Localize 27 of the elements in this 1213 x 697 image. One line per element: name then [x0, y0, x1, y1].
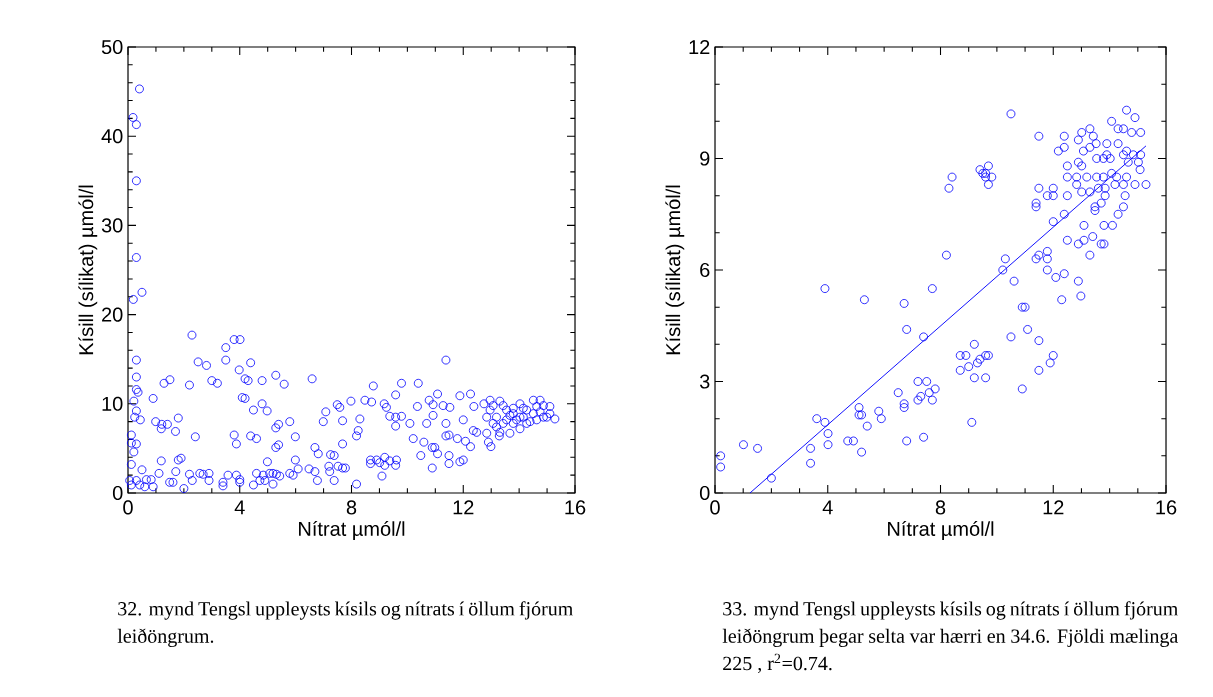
y-tick-label: 0 [699, 485, 710, 501]
y-tick-label: 0 [112, 485, 123, 501]
text: 33. mynd Tengsl uppleysts kísils og nítrats í öllum fjórum leiðöngrum þegar selta var hærri en 34.6. Fjöldi mælinga 225 , r$^{2}$=0.74. [722, 601, 1179, 674]
x-tick-label: 12 [1043, 500, 1064, 515]
y-tick-label: 10 [102, 396, 123, 411]
text: 32. mynd Tengsl uppleysts kísils og nítrats í öllum fjórum leiðöngrum. [117, 601, 573, 647]
y-tick-label: 30 [101, 218, 123, 233]
x-tick-label: 0 [710, 500, 720, 515]
y-tick-label: 3 [699, 374, 710, 389]
x-tick-label: 16 [1156, 500, 1177, 515]
y-axis-title: Kísill (sílikat) µmól/l [78, 185, 98, 355]
y-tick-label: 40 [101, 129, 123, 144]
x-tick-label: 4 [822, 500, 833, 515]
x-tick-label: 8 [346, 500, 357, 515]
y-tick-label: 20 [102, 307, 123, 322]
x-tick-label: 16 [565, 500, 586, 515]
x-tick-label: 4 [234, 500, 245, 515]
x-tick-label: 8 [935, 500, 946, 515]
y-tick-label: 50 [101, 39, 123, 55]
y-tick-label: 12 [689, 40, 710, 54]
x-tick-label: 0 [123, 500, 133, 515]
x-tick-label: 12 [453, 500, 474, 515]
y-tick-label: 6 [700, 262, 710, 278]
x-axis-title: Nítrat µmól/l [888, 521, 994, 540]
x-axis-title: Nítrat µmól/l [299, 521, 405, 540]
y-axis-title: Kísill (sílikat) µmól/l [665, 185, 685, 355]
y-tick-label: 9 [700, 151, 710, 166]
